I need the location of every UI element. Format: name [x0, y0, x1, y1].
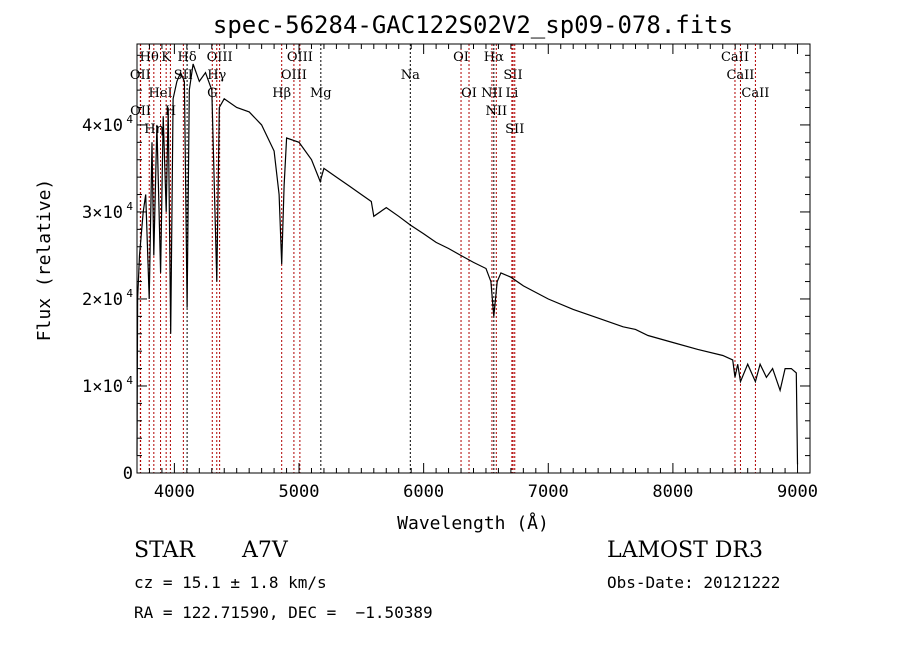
y-tick-exponent: 4 [126, 200, 133, 213]
chart-title: spec-56284-GAC122S02V2_sp09-078.fits [213, 11, 733, 39]
spectral-line-label: NII [485, 104, 507, 119]
x-tick-label: 4000 [154, 482, 195, 502]
x-axis-label: Wavelength (Å) [397, 512, 549, 534]
spectral-line-label: CaII [741, 86, 769, 101]
spectral-line-label: OIII [281, 68, 307, 83]
object-subclass: A7V [242, 538, 288, 563]
y-tick-label: 2×10 [82, 290, 123, 310]
spectral-line-label: Hθ [140, 50, 159, 65]
spectral-line-label: SII [174, 68, 193, 83]
x-tick-label: 6000 [403, 482, 444, 502]
spectral-line-label: CaII [726, 68, 754, 83]
spectral-line-label: Hα [484, 50, 504, 65]
spectral-line-label: Mg [310, 86, 332, 101]
spectral-line-label: SII [503, 68, 522, 83]
y-tick-label: 4×10 [82, 116, 123, 136]
coordinates-text: RA = 122.71590, DEC = −1.50389 [134, 603, 433, 622]
spectral-line-label: Li [505, 86, 518, 101]
obs-date: Obs-Date: 20121222 [607, 573, 781, 592]
redshift-text: cz = 15.1 ± 1.8 km/s [134, 573, 327, 592]
y-tick-label: 3×10 [82, 203, 123, 223]
spectral-line-label: Hδ [178, 50, 197, 65]
spectral-line-label: NII [481, 86, 503, 101]
spectral-line-label: HeI [148, 86, 172, 101]
x-tick-label: 7000 [528, 482, 569, 502]
spectral-line-label: Hγ [207, 68, 226, 83]
survey-name: LAMOST DR3 [607, 538, 763, 563]
spectral-line-label: Hβ [272, 86, 291, 101]
object-class: STAR [134, 538, 195, 563]
y-tick-exponent: 4 [126, 287, 133, 300]
spectral-line-label: OI [461, 86, 477, 101]
spectral-line-label: OIII [207, 50, 233, 65]
spectral-line-label: OII [130, 104, 151, 119]
y-axis-label: Flux (relative) [34, 179, 55, 342]
spectral-line-label: K [161, 50, 171, 65]
spectrum-line [136, 63, 799, 465]
x-tick-label: 5000 [279, 482, 320, 502]
spectrum-chart: spec-56284-GAC122S02V2_sp09-078.fits Wav… [34, 11, 818, 534]
spectral-line-label: CaII [721, 50, 749, 65]
spectral-line-label: OII [130, 68, 151, 83]
y-tick-exponent: 4 [126, 374, 133, 387]
spectral-line-label: Na [401, 68, 420, 83]
x-tick-label: 9000 [777, 482, 818, 502]
spectral-line-label: Hη [144, 122, 163, 137]
spectral-line-label: H [165, 104, 176, 119]
y-tick-exponent: 4 [126, 113, 133, 126]
spectral-line-label: OIII [287, 50, 313, 65]
y-tick-label: 0 [123, 464, 133, 484]
spectral-line-label: OI [453, 50, 469, 65]
x-tick-label: 8000 [652, 482, 693, 502]
spectral-line-label: SII [505, 122, 524, 137]
y-tick-label: 1×10 [82, 377, 123, 397]
